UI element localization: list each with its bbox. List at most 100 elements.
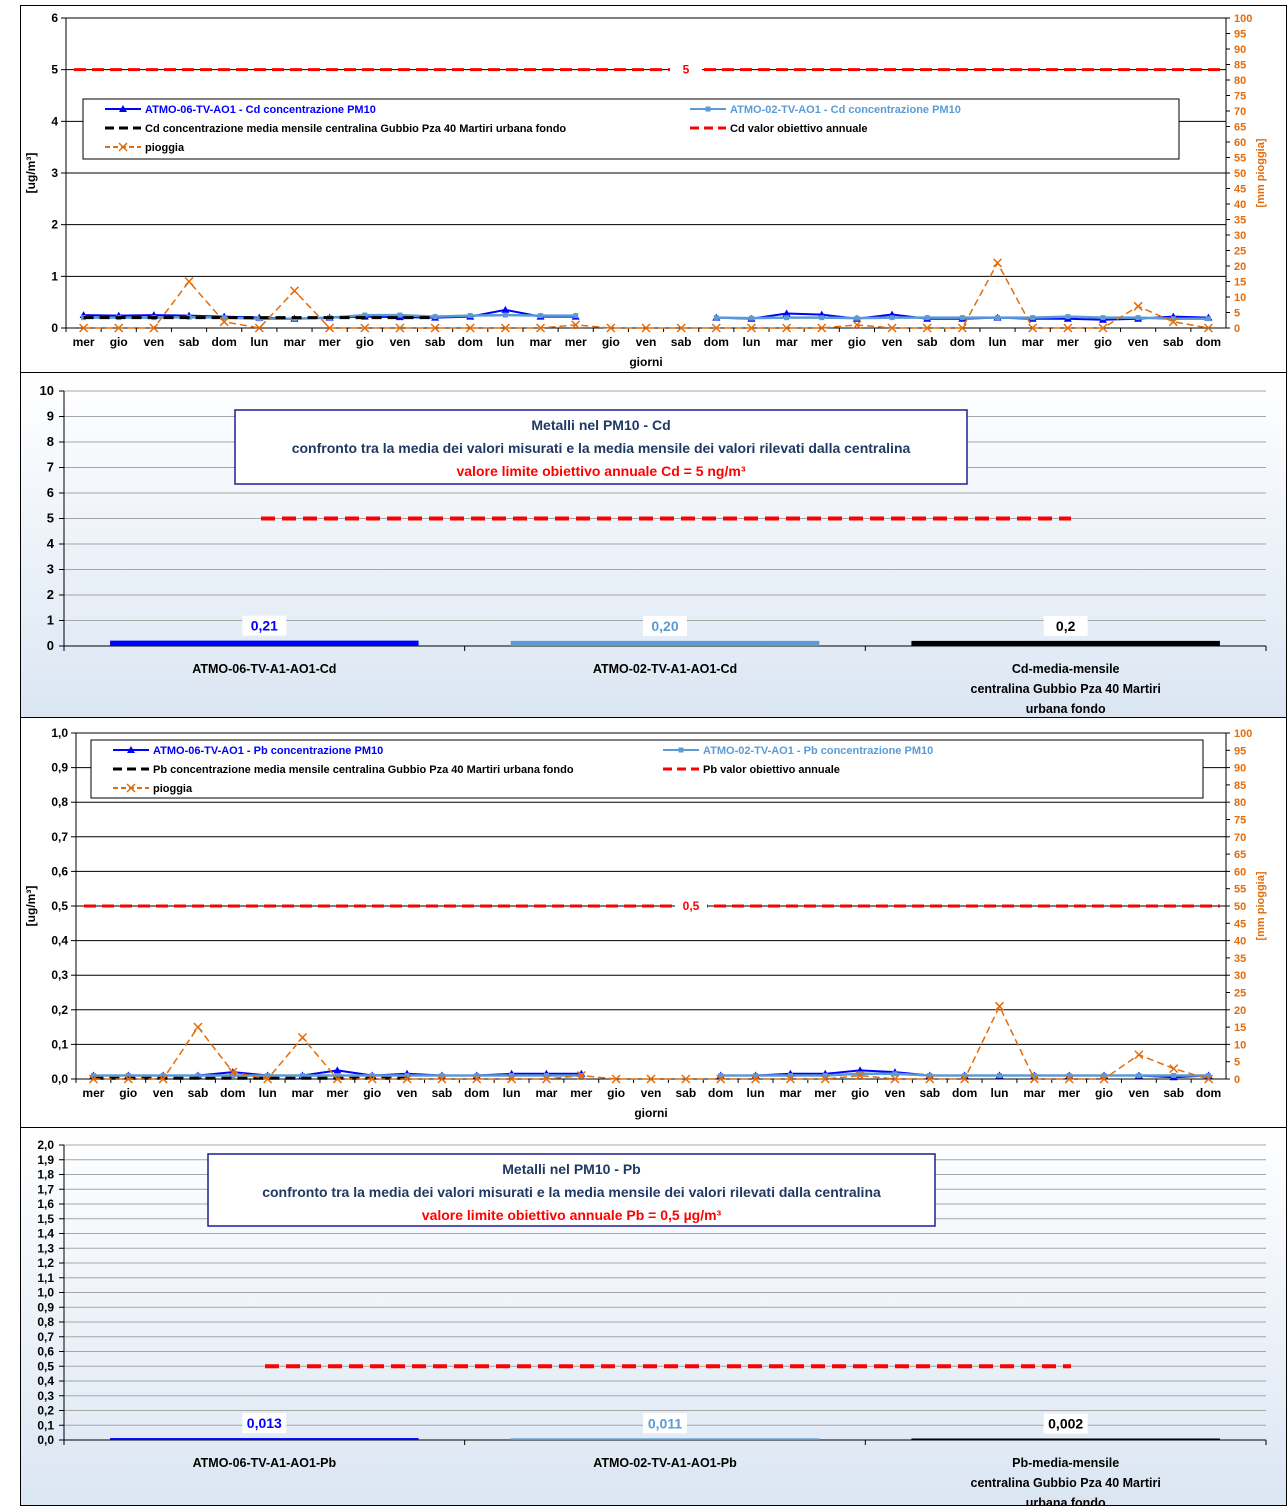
- pb-bar-limit-text: valore limite obiettivo annuale Pb = 0,5…: [422, 1207, 722, 1223]
- cd-bar-bar-value-bg: [242, 615, 287, 636]
- pb-line-x-tick-label: mar: [292, 1086, 314, 1100]
- cd-bar-y-tick-label: 1: [47, 613, 54, 628]
- pb-line-series-1-point: [718, 1073, 724, 1079]
- pb-line-x-tick-label: gio: [1095, 1086, 1113, 1100]
- pb-line-y-tick-label: 0,9: [51, 761, 68, 775]
- pb-line-y2-tick-label: 15: [1234, 1022, 1246, 1034]
- cd-line-series-4-point: [957, 323, 967, 333]
- pb-line-series-4-point: [88, 1074, 98, 1084]
- cd-bar-subtitle: confronto tra la media dei valori misura…: [292, 440, 911, 456]
- pb-line-y2-tick-label: 80: [1234, 797, 1246, 809]
- cd-line-series-4-point: [641, 323, 651, 333]
- cd-line-x-tick-label: sab: [671, 335, 692, 349]
- pb-line-legend-marker: [126, 783, 136, 793]
- cd-line-y-tick-label: 2: [51, 218, 58, 232]
- cd-line-series-1-point: [854, 315, 860, 321]
- cd-bar-category-label: centralina Gubbio Pza 40 Martiri: [971, 682, 1161, 696]
- pb-line-y2-tick-label: 50: [1234, 901, 1246, 913]
- pb-line-y2-tick-label: 85: [1234, 780, 1246, 792]
- pb-line-series-4-point: [158, 1074, 168, 1084]
- cd-line-x-tick-label: ven: [390, 335, 411, 349]
- pb-bar-y-tick-label: 1,1: [37, 1271, 54, 1285]
- cd-line-series-4-point: [184, 276, 194, 287]
- cd-average-bar-chart: 0123456789100,21ATMO-06-TV-A1-AO1-Cd0,20…: [40, 383, 1267, 716]
- pb-bar-y-tick-label: 1,4: [37, 1227, 54, 1241]
- pb-line-series-4-point: [681, 1074, 691, 1084]
- pb-line-y-tick-label: 0,4: [51, 934, 68, 948]
- cd-line-series-4-point: [571, 320, 581, 330]
- pb-bar-y-tick-label: 1,0: [37, 1286, 54, 1300]
- pb-line-x-tick-label: mer: [326, 1086, 348, 1100]
- pb-line-x-tick-label: dom: [708, 1086, 733, 1100]
- pb-line-x-tick-label: sab: [432, 1086, 453, 1100]
- pb-line-x-tick-label: lun: [990, 1086, 1008, 1100]
- pb-line-series-1-point: [265, 1073, 271, 1079]
- pb-line-y-tick-label: 0,0: [51, 1072, 68, 1086]
- cd-line-series-1-point: [1030, 315, 1036, 321]
- pb-line-legend-label: ATMO-06-TV-AO1 - Pb concentrazione PM10: [153, 745, 383, 757]
- cd-line-y-axis-title: [ug/m³]: [24, 153, 38, 194]
- pb-bar-bar-value-bg: [1043, 1413, 1088, 1434]
- pb-line-series-1-point: [439, 1073, 445, 1079]
- cd-line-series-1-point: [397, 312, 403, 318]
- pb-line-y-tick-label: 0,3: [51, 968, 68, 982]
- cd-bar-y-tick-label: 3: [47, 562, 54, 577]
- cd-bar-bar-value-label: 0,2: [1056, 618, 1076, 634]
- pb-line-series-1-point: [543, 1073, 549, 1079]
- pb-line-series-4-point: [228, 1067, 238, 1077]
- cd-line-x-tick-label: gio: [1094, 335, 1112, 349]
- pb-line-series-4-line: [93, 1004, 1209, 1080]
- pb-bar-category-label: urbana fondo: [1026, 1496, 1106, 1506]
- pb-bar-category-label: centralina Gubbio Pza 40 Martiri: [971, 1476, 1161, 1490]
- cd-line-x-tick-label: sab: [179, 335, 200, 349]
- cd-line-series-4-point: [360, 323, 370, 333]
- cd-line-x-tick-label: mar: [776, 335, 798, 349]
- pb-line-x-tick-label: mer: [814, 1086, 836, 1100]
- pb-bar-bar: [911, 1438, 1220, 1440]
- pb-line-y2-tick-label: 60: [1234, 866, 1246, 878]
- cd-bar-y-tick-label: 9: [47, 409, 54, 424]
- cd-line-series-4-line: [83, 261, 1209, 329]
- cd-bar-y-tick-label: 5: [47, 511, 54, 526]
- cd-line-series-4-point: [149, 323, 159, 333]
- pb-line-x-tick-label: mar: [1023, 1086, 1045, 1100]
- pb-line-series-1-point: [125, 1073, 131, 1079]
- cd-line-series-1-point: [889, 315, 895, 321]
- cd-bar-bar: [510, 640, 820, 646]
- cd-line-y2-tick-label: 30: [1234, 230, 1246, 242]
- pb-line-x-tick-label: lun: [747, 1086, 765, 1100]
- cd-line-y2-tick-label: 55: [1234, 153, 1246, 165]
- cd-line-series-4-point: [289, 286, 300, 296]
- pb-line-y2-tick-label: 20: [1234, 1005, 1246, 1017]
- pb-bar-category-label: ATMO-06-TV-A1-AO1-Pb: [193, 1456, 337, 1470]
- cd-bar-bar-value-bg: [1043, 615, 1088, 636]
- cd-bar-limit-text: valore limite obiettivo annuale Cd = 5 n…: [456, 463, 745, 479]
- pb-line-x-tick-label: lun: [503, 1086, 521, 1100]
- cd-line-series-1-point: [748, 315, 754, 321]
- cd-bar-y-tick-label: 7: [47, 460, 54, 475]
- pb-bar-subtitle: confronto tra la media dei valori misura…: [262, 1184, 881, 1200]
- pb-line-x-tick-label: sab: [1163, 1086, 1184, 1100]
- cd-line-x-tick-label: dom: [704, 335, 729, 349]
- cd-line-x-tick-label: mer: [565, 335, 587, 349]
- pb-bar-y-tick-label: 0,6: [37, 1345, 54, 1359]
- cd-average-bar-chart-panel: 0 1 2 3 4 5 6 7 8 9 10 0,21 ATMO-06-TV-A1-AO1-Cd 0,20…: [20, 372, 1287, 718]
- pb-line-x-tick-label: dom: [220, 1086, 245, 1100]
- pb-line-series-4-point: [820, 1074, 830, 1084]
- pb-line-series-1-point: [822, 1073, 828, 1079]
- cd-line-series-1-point: [362, 312, 368, 318]
- cd-line-x-axis-title: giorni: [629, 355, 662, 369]
- cd-line-series-4-point: [782, 323, 792, 333]
- cd-bar-y-tick-label: 2: [47, 587, 54, 602]
- cd-bar-y-tick-label: 8: [47, 434, 54, 449]
- pb-line-y-tick-label: 0,2: [51, 1003, 68, 1017]
- pb-bar-y-tick-label: 1,7: [37, 1182, 54, 1196]
- pb-line-legend-marker: [678, 747, 684, 753]
- cd-line-series-4-point: [676, 323, 686, 333]
- cd-line-series-4-point: [325, 323, 335, 333]
- cd-line-x-tick-label: mar: [1022, 335, 1044, 349]
- cd-line-y2-tick-label: 15: [1234, 277, 1246, 289]
- pb-bar-y-tick-label: 1,6: [37, 1197, 54, 1211]
- cd-bar-bar-value-bg: [643, 615, 687, 636]
- pb-bar-y-tick-label: 0,9: [37, 1300, 54, 1314]
